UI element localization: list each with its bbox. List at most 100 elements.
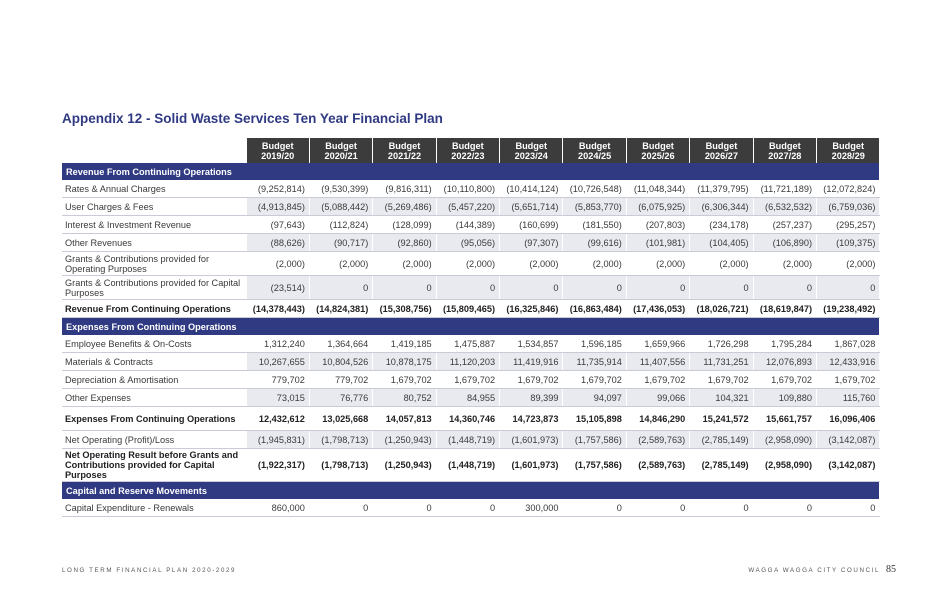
value-cell: (97,643) — [246, 215, 310, 234]
value-cell: (15,308,756) — [372, 299, 437, 318]
row-label: Rates & Annual Charges — [62, 180, 247, 198]
value-cell: 860,000 — [246, 499, 310, 517]
value-cell: 11,419,916 — [499, 352, 564, 371]
value-cell: (4,913,845) — [246, 197, 310, 216]
value-cell: 0 — [372, 499, 437, 517]
value-cell: (19,238,492) — [816, 299, 881, 318]
table-row: Depreciation & Amortisation 779,702 779,70… — [62, 370, 881, 389]
value-cell: 1,419,185 — [372, 335, 437, 353]
value-cell: (18,619,847) — [753, 299, 818, 318]
column-header: Budget 2020/21 — [309, 138, 374, 163]
page-title: Appendix 12 - Solid Waste Services Ten Y… — [62, 111, 443, 126]
section-title: Expenses From Continuing Operations — [62, 317, 881, 335]
value-cell: (1,448,719) — [436, 430, 501, 449]
column-header: Budget 2019/20 — [246, 138, 310, 163]
value-cell: (11,048,344) — [626, 180, 691, 198]
value-cell: 1,795,284 — [753, 335, 818, 353]
value-cell: (2,000) — [499, 251, 564, 276]
value-cell: 115,760 — [816, 388, 881, 407]
value-cell: (234,178) — [689, 215, 754, 234]
value-cell: (1,601,973) — [499, 448, 564, 482]
value-cell: 89,399 — [499, 388, 564, 407]
value-cell: (11,379,795) — [689, 180, 754, 198]
value-cell: (207,803) — [626, 215, 691, 234]
row-label: Grants & Contributions provided for Oper… — [62, 251, 247, 276]
total-row: Expenses From Continuing Operations 12,43… — [62, 406, 881, 431]
value-cell: (181,550) — [562, 215, 627, 234]
value-cell: (15,809,465) — [436, 299, 501, 318]
value-cell: 1,679,702 — [562, 370, 627, 389]
value-cell: (1,250,943) — [372, 430, 437, 449]
value-cell: (5,269,486) — [372, 197, 437, 216]
page-number: 85 — [886, 564, 896, 575]
section-header-row: Capital and Reserve Movements — [62, 481, 881, 499]
column-header: Budget 2028/29 — [816, 138, 881, 163]
value-cell: 14,846,290 — [626, 406, 691, 431]
value-cell: (9,816,311) — [372, 180, 437, 198]
value-cell: (2,589,763) — [626, 448, 691, 482]
value-cell: (2,000) — [753, 251, 818, 276]
value-cell: 0 — [562, 275, 627, 300]
value-cell: 0 — [753, 275, 818, 300]
header-blank-cell — [62, 138, 247, 163]
value-cell: (2,000) — [626, 251, 691, 276]
row-label: Grants & Contributions provided for Capi… — [62, 275, 247, 300]
value-cell: 84,955 — [436, 388, 501, 407]
value-cell: 15,661,757 — [753, 406, 818, 431]
table-row: Grants & Contributions provided for Oper… — [62, 251, 881, 276]
value-cell: 1,679,702 — [689, 370, 754, 389]
value-cell: (1,945,831) — [246, 430, 310, 449]
value-cell: (2,958,090) — [753, 430, 818, 449]
value-cell: (104,405) — [689, 233, 754, 252]
value-cell: (97,307) — [499, 233, 564, 252]
value-cell: (1,757,586) — [562, 430, 627, 449]
value-cell: 16,096,406 — [816, 406, 881, 431]
value-cell: 73,015 — [246, 388, 310, 407]
value-cell: 14,723,873 — [499, 406, 564, 431]
section-header-row: Expenses From Continuing Operations — [62, 317, 881, 335]
row-label: Net Operating (Profit)/Loss — [62, 430, 247, 449]
value-cell: 104,321 — [689, 388, 754, 407]
value-cell: (109,375) — [816, 233, 881, 252]
value-cell: (144,389) — [436, 215, 501, 234]
value-cell: (18,026,721) — [689, 299, 754, 318]
value-cell: 0 — [816, 275, 881, 300]
value-cell: (5,457,220) — [436, 197, 501, 216]
value-cell: (106,890) — [753, 233, 818, 252]
value-cell: (3,142,087) — [816, 430, 881, 449]
value-cell: (6,532,532) — [753, 197, 818, 216]
footer-council-name: WAGGA WAGGA CITY COUNCIL — [748, 567, 880, 574]
value-cell: (14,378,443) — [246, 299, 310, 318]
value-cell: 1,679,702 — [372, 370, 437, 389]
value-cell: 0 — [689, 275, 754, 300]
value-cell: 779,702 — [246, 370, 310, 389]
value-cell: 12,076,893 — [753, 352, 818, 371]
value-cell: 80,752 — [372, 388, 437, 407]
value-cell: (10,726,548) — [562, 180, 627, 198]
table-row: User Charges & Fees (4,913,845) (5,088,442… — [62, 197, 881, 216]
value-cell: 1,679,702 — [436, 370, 501, 389]
value-cell: 14,360,746 — [436, 406, 501, 431]
table-row: Rates & Annual Charges (9,252,814) (9,530,… — [62, 180, 881, 198]
column-header: Budget 2021/22 — [372, 138, 437, 163]
footer-document-title: LONG TERM FINANCIAL PLAN 2020-2029 — [62, 567, 237, 574]
value-cell: (2,589,763) — [626, 430, 691, 449]
row-label: Net Operating Result before Grants and C… — [62, 448, 247, 482]
table-row: Net Operating (Profit)/Loss (1,945,831) (1… — [62, 430, 881, 449]
value-cell: 1,596,185 — [562, 335, 627, 353]
value-cell: 0 — [309, 275, 374, 300]
row-label: Interest & Investment Revenue — [62, 215, 247, 234]
total-row: Net Operating Result before Grants and C… — [62, 448, 881, 482]
value-cell: (6,759,036) — [816, 197, 881, 216]
value-cell: (257,237) — [753, 215, 818, 234]
value-cell: (2,000) — [246, 251, 310, 276]
value-cell: 0 — [626, 275, 691, 300]
table-row: Other Revenues (88,626) (90,717) (92,860) (9… — [62, 233, 881, 252]
value-cell: 0 — [436, 275, 501, 300]
section-title: Revenue From Continuing Operations — [62, 163, 881, 180]
value-cell: 1,867,028 — [816, 335, 881, 353]
value-cell: (1,798,713) — [309, 448, 374, 482]
total-row: Revenue From Continuing Operations (14,37… — [62, 299, 881, 318]
value-cell: 11,407,556 — [626, 352, 691, 371]
value-cell: (5,651,714) — [499, 197, 564, 216]
